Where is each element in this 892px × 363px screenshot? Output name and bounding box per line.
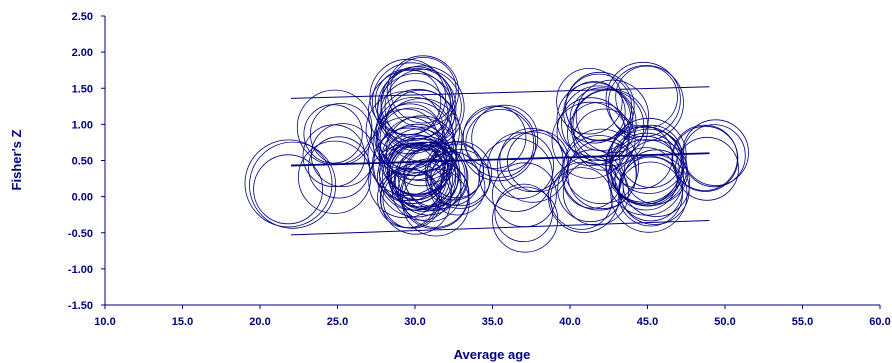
study-circle <box>380 163 452 235</box>
study-circle <box>386 55 459 128</box>
x-tick-label: 10.0 <box>94 316 115 328</box>
study-circle <box>382 169 442 229</box>
study-circle <box>403 144 466 207</box>
study-circle <box>608 65 684 141</box>
study-circle <box>675 136 739 201</box>
x-tick-label: 30.0 <box>404 316 425 328</box>
study-circle <box>471 104 539 172</box>
study-circle <box>672 125 739 192</box>
y-axis-title: Fisher's Z <box>9 129 24 190</box>
study-circle <box>610 155 688 233</box>
y-tick-label: 0.00 <box>72 192 93 204</box>
y-tick-label: 2.50 <box>72 11 93 23</box>
y-tick-label: -1.00 <box>68 264 93 276</box>
study-circle <box>379 98 463 182</box>
study-circle <box>244 139 333 228</box>
study-circle <box>622 149 691 217</box>
y-tick-label: 1.50 <box>72 83 93 95</box>
study-circle <box>387 135 448 196</box>
study-circle <box>563 128 639 205</box>
x-tick-label: 15.0 <box>172 316 193 328</box>
study-circle <box>296 89 373 166</box>
study-circle <box>377 107 446 176</box>
x-tick-label: 25.0 <box>327 316 348 328</box>
y-tick-label: 0.50 <box>72 156 93 168</box>
study-circle <box>605 61 681 138</box>
x-axis-title: Average age <box>454 347 531 362</box>
study-circle <box>609 132 683 206</box>
study-circle <box>682 119 749 186</box>
study-circle <box>556 67 623 135</box>
x-tick-label: 20.0 <box>249 316 270 328</box>
study-circle <box>615 65 678 129</box>
x-tick-label: 50.0 <box>714 316 735 328</box>
regression-line-center <box>290 152 710 167</box>
study-circle <box>249 141 337 229</box>
study-circle <box>425 151 480 206</box>
study-circle <box>308 136 371 199</box>
study-circle <box>479 138 553 212</box>
study-circle <box>461 106 537 182</box>
study-circle <box>562 159 629 226</box>
study-circle <box>389 144 445 200</box>
study-circle <box>253 154 324 225</box>
x-tick-label: 35.0 <box>482 316 503 328</box>
study-circle <box>494 183 553 243</box>
study-circle <box>390 142 459 211</box>
study-circle <box>605 126 684 205</box>
x-tick-label: 40.0 <box>559 316 580 328</box>
study-circle <box>371 62 451 142</box>
study-circle <box>404 145 469 210</box>
study-circle <box>496 131 569 203</box>
study-circle <box>575 79 650 153</box>
study-circle <box>506 130 569 193</box>
study-circle <box>492 186 559 253</box>
study-circle <box>614 147 678 211</box>
study-circle <box>373 126 451 204</box>
regression-line-upper <box>290 86 710 99</box>
study-circle <box>671 124 738 191</box>
study-circle <box>462 105 527 169</box>
y-tick-label: -0.50 <box>68 228 93 240</box>
study-circle <box>426 141 492 207</box>
study-circle <box>376 138 457 218</box>
study-circle <box>303 104 363 164</box>
x-tick-label: 55.0 <box>792 316 813 328</box>
y-tick-label: 1.00 <box>72 119 93 131</box>
study-circle <box>397 141 468 212</box>
study-circle <box>563 81 626 144</box>
study-circle <box>393 149 453 209</box>
study-circle <box>573 108 636 171</box>
y-tick-label: 2.00 <box>72 47 93 59</box>
study-circle <box>372 108 440 175</box>
x-tick-label: 45.0 <box>637 316 658 328</box>
study-circle <box>487 132 555 199</box>
study-circle <box>429 143 485 199</box>
y-tick-label: -1.50 <box>68 300 93 312</box>
plot-area <box>244 55 749 253</box>
study-circle <box>569 87 634 151</box>
x-tick-label: 60.0 <box>869 316 890 328</box>
study-circle <box>394 148 462 216</box>
ticks: 10.0 15.0 20.0 25.0 30.0 35.0 40.0 45.0 50.0 55.0… <box>68 11 891 328</box>
regression-line-lower <box>290 219 710 236</box>
study-circle <box>380 80 449 149</box>
study-circle <box>550 167 613 230</box>
study-circle <box>610 135 680 205</box>
study-circle <box>302 124 366 187</box>
study-circle <box>465 108 535 178</box>
study-circle <box>297 140 372 214</box>
study-circle <box>402 168 470 237</box>
